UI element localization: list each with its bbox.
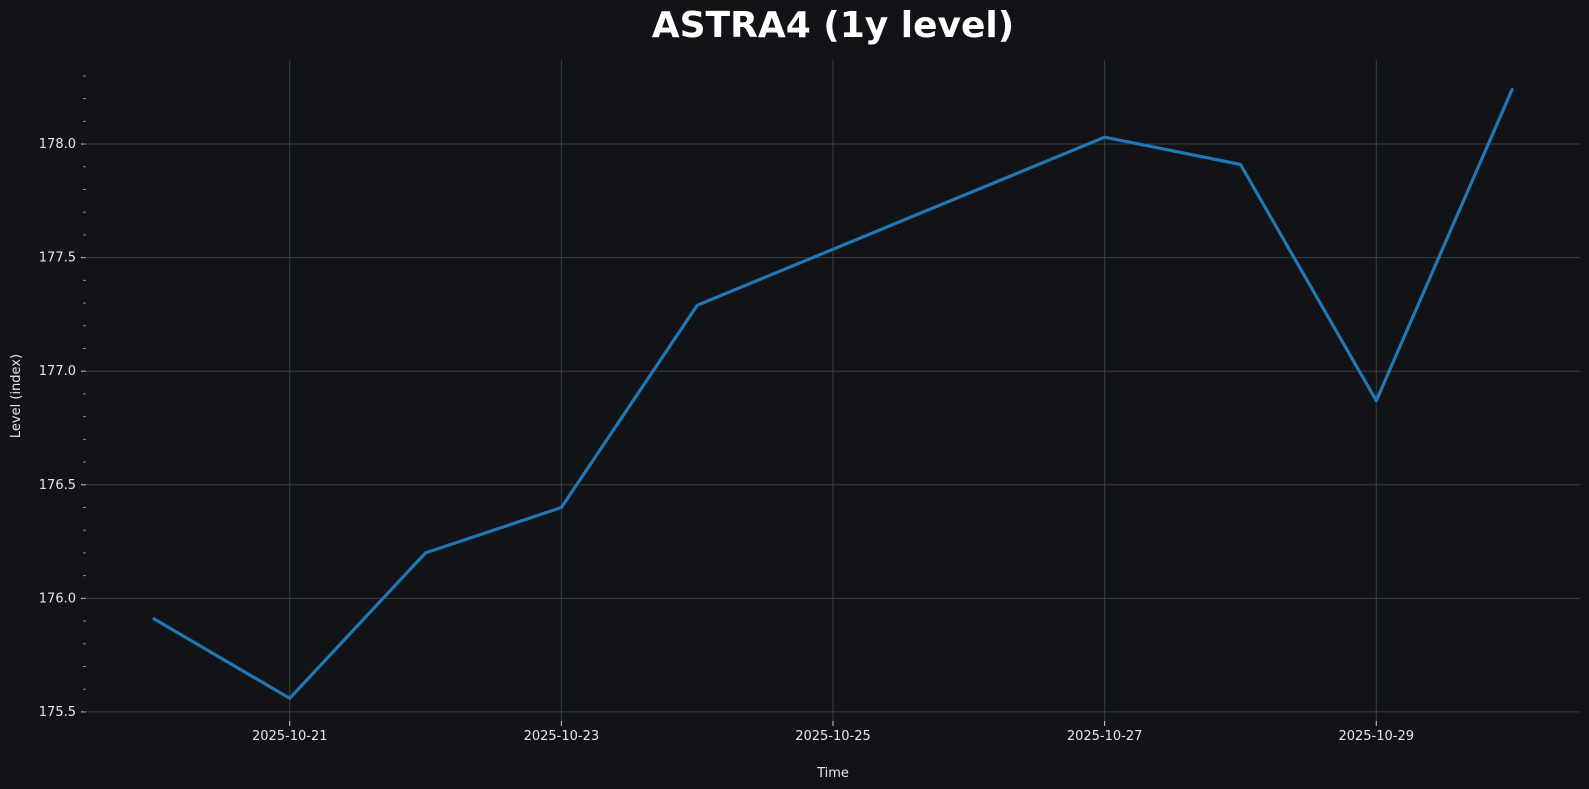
x-tick-label: 2025-10-25 (795, 729, 871, 744)
y-axis-label: Level (index) (9, 354, 24, 438)
y-tick-label: 176.0 (39, 591, 76, 606)
axes: 175.5 176.0 176.5 177.0 177.5 178.0 2025-10-21… (39, 75, 1414, 744)
x-tick-label: 2025-10-21 (252, 729, 328, 744)
grid (86, 60, 1580, 721)
y-tick-label: 176.5 (39, 478, 76, 493)
series-layer (152, 87, 1514, 700)
y-tick-label: 175.5 (39, 705, 76, 720)
x-tick-label: 2025-10-29 (1338, 729, 1414, 744)
y-tick-label: 177.5 (39, 251, 76, 266)
y-tick-label: 177.0 (39, 364, 76, 379)
chart-title: ASTRA4 (1y level) (652, 5, 1014, 46)
y-tick-label: 178.0 (39, 137, 76, 152)
x-tick-label: 2025-10-23 (524, 729, 600, 744)
series-line (152, 87, 1514, 700)
x-tick-label: 2025-10-27 (1067, 729, 1143, 744)
x-axis-label: Time (816, 766, 849, 781)
